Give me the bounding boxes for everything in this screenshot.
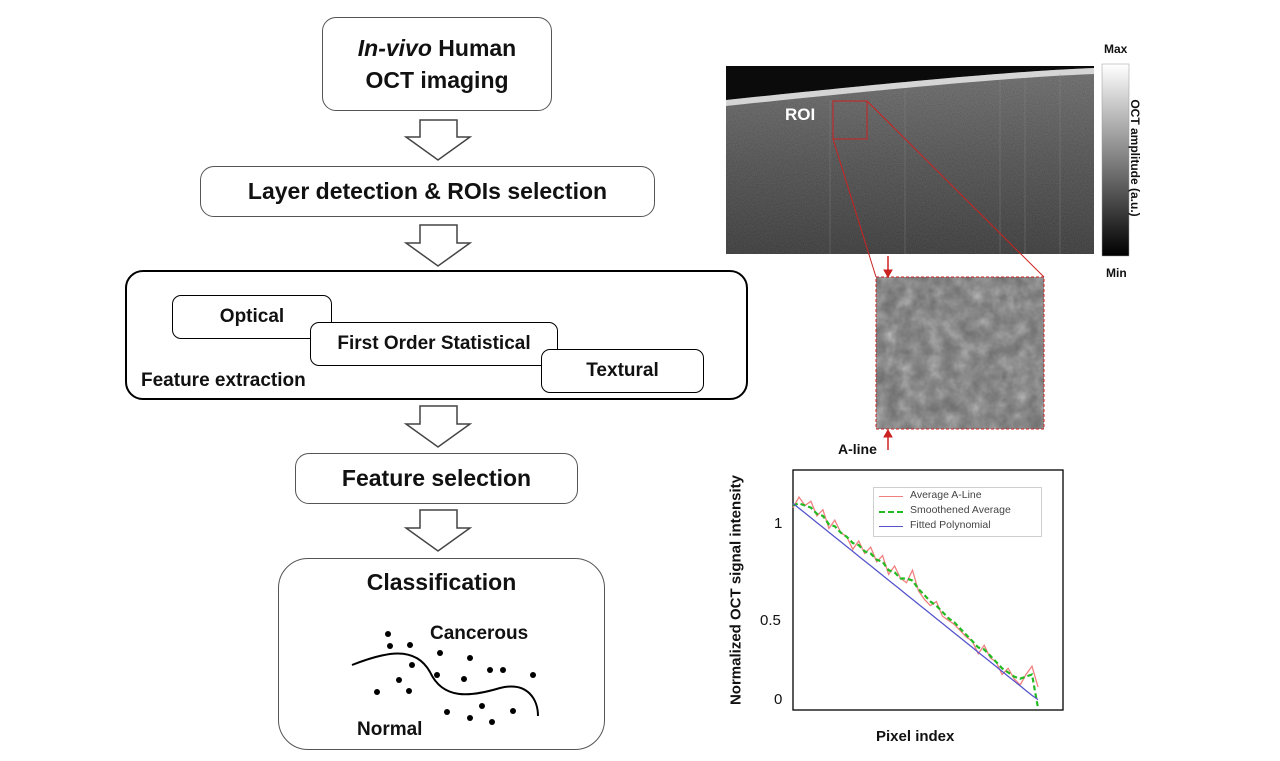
class-point bbox=[479, 703, 485, 709]
class-point bbox=[530, 672, 536, 678]
classification-title: Classification bbox=[366, 569, 517, 595]
roi-box bbox=[832, 100, 868, 140]
flow-arrows bbox=[403, 119, 473, 552]
aline-label: A-line bbox=[838, 441, 877, 457]
step-oct-imaging: In-vivo Human OCT imaging bbox=[322, 17, 552, 111]
class-point bbox=[396, 677, 402, 683]
class-point bbox=[434, 672, 440, 678]
step-feature-selection: Feature selection bbox=[295, 453, 578, 504]
colorbar-max-label: Max bbox=[1104, 42, 1128, 56]
class-point bbox=[500, 667, 506, 673]
class-point bbox=[444, 709, 450, 715]
class-point bbox=[387, 643, 393, 649]
roi-label: ROI bbox=[785, 105, 816, 124]
step-layer-detection: Layer detection & ROIs selection bbox=[200, 166, 655, 217]
legend-average-aline: Average A-Line bbox=[910, 489, 982, 501]
class-point bbox=[406, 688, 412, 694]
class-point bbox=[409, 662, 415, 668]
colorbar bbox=[1101, 63, 1130, 257]
class-point bbox=[385, 631, 391, 637]
chart-legend: Average A-Line Smoothened Average Fitted… bbox=[873, 487, 1042, 537]
class-point bbox=[437, 650, 443, 656]
y-axis-label: Normalized OCT signal intensity bbox=[727, 474, 745, 706]
step-oct-imaging-line1: In-vivo Human bbox=[358, 32, 516, 64]
series-line-smoothened-average bbox=[792, 502, 1040, 709]
class-point bbox=[489, 719, 495, 725]
roi-zoom-image bbox=[875, 276, 1045, 430]
feature-optical: Optical bbox=[172, 295, 332, 339]
oct-bscan-image bbox=[726, 66, 1094, 254]
human-text: Human bbox=[431, 35, 517, 61]
arrow-3 bbox=[403, 405, 473, 448]
x-axis-label: Pixel index bbox=[876, 728, 955, 745]
legend-swatch-average bbox=[879, 496, 903, 497]
legend-swatch-smoothened bbox=[879, 511, 903, 513]
y-tick-0-5: 0.5 bbox=[760, 612, 781, 629]
legend-fitted-polynomial: Fitted Polynomial bbox=[910, 519, 991, 531]
class-points bbox=[374, 631, 536, 725]
feature-textural: Textural bbox=[541, 349, 704, 393]
class-point bbox=[510, 708, 516, 714]
roi-zoom-line-left bbox=[832, 138, 877, 278]
class-normal-label: Normal bbox=[357, 719, 423, 740]
feature-extraction-label: Feature extraction bbox=[141, 370, 306, 391]
class-point bbox=[467, 655, 473, 661]
class-point bbox=[461, 676, 467, 682]
feature-first-order-statistical: First Order Statistical bbox=[310, 322, 558, 366]
y-tick-1: 1 bbox=[774, 515, 783, 532]
series-line-fitted-polynomial bbox=[792, 502, 1039, 701]
legend-swatch-fitted bbox=[879, 526, 903, 527]
class-point bbox=[407, 642, 413, 648]
class-point bbox=[374, 689, 380, 695]
decision-boundary bbox=[351, 652, 539, 717]
colorbar-title: OCT amplitude (a.u.) bbox=[1128, 99, 1142, 217]
aline-arrows bbox=[883, 256, 893, 450]
arrow-4 bbox=[403, 509, 473, 552]
roi-zoom-line-right bbox=[866, 100, 1045, 278]
colorbar-min-label: Min bbox=[1106, 266, 1127, 280]
legend-smoothened-average: Smoothened Average bbox=[910, 504, 1011, 516]
arrow-2 bbox=[403, 224, 473, 267]
step-oct-imaging-line2: OCT imaging bbox=[365, 67, 509, 93]
arrow-1 bbox=[403, 119, 473, 161]
class-point bbox=[487, 667, 493, 673]
chart-lines bbox=[792, 495, 1040, 709]
y-tick-0: 0 bbox=[774, 691, 783, 708]
class-cancerous-label: Cancerous bbox=[430, 623, 529, 644]
in-vivo-text: In-vivo bbox=[357, 35, 432, 61]
class-point bbox=[467, 715, 473, 721]
